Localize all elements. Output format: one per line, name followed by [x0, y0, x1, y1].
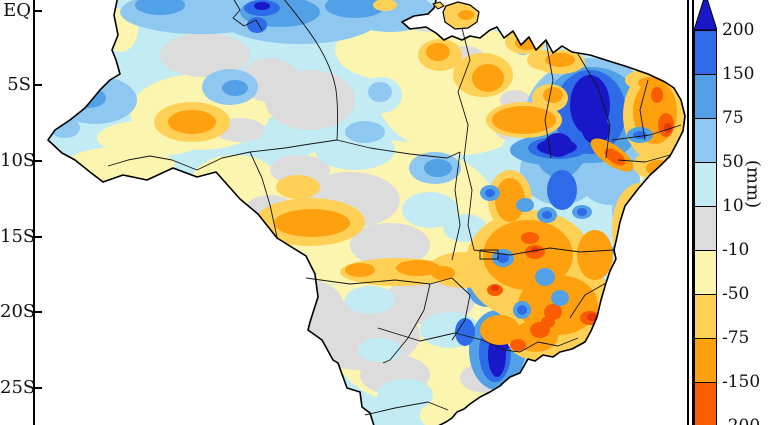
colorbar-tick-label: 10 — [722, 196, 744, 216]
colorbar-segment — [694, 206, 717, 251]
lat-tick-label: EQ — [3, 0, 31, 21]
lat-tick-mark — [34, 10, 42, 12]
colorbar-tick-label: -200 — [722, 418, 768, 425]
colorbar-segment — [694, 162, 717, 207]
colorbar-segment — [694, 294, 717, 339]
colorbar-overflow-arrow — [694, 0, 717, 30]
colorbar-tick-label: 50 — [722, 152, 744, 172]
lat-tick-mark — [34, 160, 42, 162]
colorbar-segment — [694, 30, 717, 75]
lat-tick-mark — [34, 311, 42, 313]
lat-tick-mark — [34, 236, 42, 238]
latitude-axis-line — [33, 0, 35, 425]
colorbar-tick-label: -10 — [722, 240, 750, 260]
lat-tick-label: 25S — [0, 377, 36, 398]
colorbar-tick-label: 200 — [722, 20, 755, 40]
lat-tick-label: 10S — [0, 150, 36, 171]
colorbar-tick-label: -75 — [722, 328, 750, 348]
colorbar-tick-label: 75 — [722, 108, 744, 128]
colorbar-segment — [694, 250, 717, 295]
colorbar-tick-label: -150 — [722, 372, 761, 392]
brazil-outline — [47, 0, 686, 425]
plot-frame-right-line — [687, 0, 689, 425]
colorbar-tick-label: -50 — [722, 284, 750, 304]
lat-tick-label: 5S — [7, 74, 31, 95]
lat-tick-label: 20S — [0, 301, 36, 322]
lat-tick-mark — [34, 84, 42, 86]
colorbar-segment — [694, 74, 717, 119]
state-boundaries-layer — [107, 0, 682, 416]
lat-tick-mark — [34, 387, 42, 389]
colorbar-segment — [694, 338, 717, 383]
marajo-island — [432, 1, 480, 30]
colorbar-frame-line — [692, 0, 694, 425]
colorbar-segment — [694, 118, 717, 163]
colorbar-segment — [694, 382, 717, 425]
colorbar-tick-label: 150 — [722, 64, 755, 84]
lat-tick-label: 15S — [0, 226, 36, 247]
